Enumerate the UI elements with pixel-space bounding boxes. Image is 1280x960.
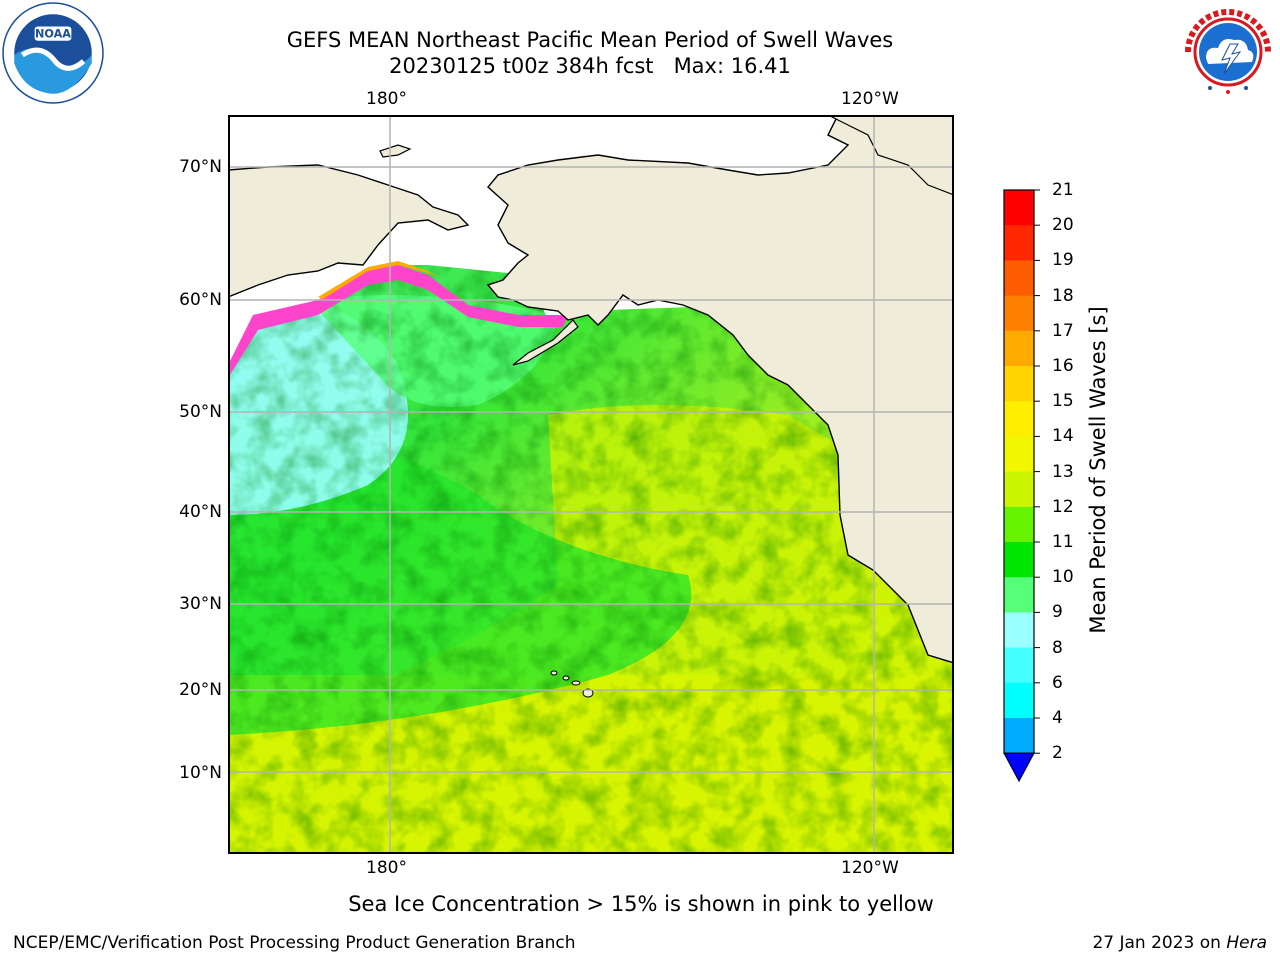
lat-label-40n: 40°N xyxy=(179,502,222,522)
colorbar-segment xyxy=(1004,471,1034,508)
colorbar-level-label: 12 xyxy=(1052,496,1074,517)
nws-logo xyxy=(1180,4,1276,100)
land-arctic-islands xyxy=(827,115,954,196)
colorbar xyxy=(1003,189,1040,783)
colorbar-level-label: 20 xyxy=(1052,215,1074,236)
colorbar-segment xyxy=(1004,542,1034,578)
colorbar-level-label: 19 xyxy=(1052,250,1074,271)
colorbar-segment xyxy=(1004,682,1034,719)
colorbar-level-label: 10 xyxy=(1052,567,1074,588)
colorbar-level-label: 4 xyxy=(1052,708,1063,728)
graticule xyxy=(228,115,954,854)
colorbar-segment xyxy=(1004,330,1034,367)
colorbar-segment xyxy=(1004,260,1034,297)
sea-ice-edge-yellow xyxy=(318,261,438,299)
map-subtitle: 20230125 t00z 384h fcst Max: 16.41 xyxy=(389,54,791,78)
land-wrangel-island xyxy=(379,144,412,158)
land-alaska-peninsula xyxy=(512,319,579,366)
colorbar-level-label: 17 xyxy=(1052,320,1074,341)
colorbar-segment xyxy=(1004,718,1034,754)
footer-machine: Hera xyxy=(1226,933,1267,953)
sea-ice-edge xyxy=(228,265,568,377)
footer-date: 27 Jan 2023 on Hera xyxy=(1092,933,1267,953)
lon-label-bottom-120w: 120°W xyxy=(841,858,899,878)
colorbar-level-label: 8 xyxy=(1052,637,1063,658)
map-panel xyxy=(228,115,954,854)
lon-label-top-120w: 120°W xyxy=(841,89,899,109)
colorbar-level-label: 21 xyxy=(1052,180,1074,200)
lat-label-30n: 30°N xyxy=(179,594,222,614)
colorbar-segment xyxy=(1004,366,1034,402)
lon-label-bottom-180: 180° xyxy=(366,858,407,878)
map-title: GEFS MEAN Northeast Pacific Mean Period … xyxy=(286,28,894,52)
land-north-america xyxy=(486,115,954,664)
footer-date-text: 27 Jan 2023 on xyxy=(1092,933,1227,953)
colorbar-level-label: 13 xyxy=(1052,461,1074,482)
colorbar-segment xyxy=(1004,577,1034,613)
colorbar-segment xyxy=(1004,612,1034,649)
colorbar-level-label: 15 xyxy=(1052,391,1074,412)
colorbar-level-label: 2 xyxy=(1052,743,1063,764)
noaa-logo: NOAA xyxy=(2,2,104,104)
colorbar-segment xyxy=(1004,506,1034,543)
lat-label-10n: 10°N xyxy=(179,763,222,783)
colorbar-segment xyxy=(1004,295,1034,332)
colorbar-segment xyxy=(1004,225,1034,261)
land-siberia xyxy=(228,164,470,298)
hawaii-islands xyxy=(550,670,594,698)
footer-credit: NCEP/EMC/Verification Post Processing Pr… xyxy=(13,933,576,953)
colorbar-under-arrow xyxy=(1003,752,1035,783)
lon-label-top-180: 180° xyxy=(366,89,407,109)
lat-label-20n: 20°N xyxy=(179,680,222,700)
colorbar-level-label: 16 xyxy=(1052,356,1074,376)
colorbar-segment xyxy=(1004,647,1034,684)
colorbar-level-label: 14 xyxy=(1052,426,1074,447)
map-border xyxy=(228,115,954,854)
colorbar-segment xyxy=(1004,436,1034,473)
lat-label-50n: 50°N xyxy=(179,402,222,422)
colorbar-segment xyxy=(1004,190,1034,226)
lat-label-70n: 70°N xyxy=(179,157,222,177)
colorbar-segment xyxy=(1004,401,1034,437)
svg-text:NOAA: NOAA xyxy=(35,28,71,41)
colorbar-level-label: 9 xyxy=(1052,602,1063,623)
colorbar-title: Mean Period of Swell Waves [s] xyxy=(1086,306,1110,634)
colorbar-level-label: 6 xyxy=(1052,672,1063,693)
colorbar-level-label: 18 xyxy=(1052,285,1074,306)
colorbar-level-label: 11 xyxy=(1052,532,1074,552)
sea-ice-note: Sea Ice Concentration > 15% is shown in … xyxy=(348,892,934,916)
lat-label-60n: 60°N xyxy=(179,290,222,310)
